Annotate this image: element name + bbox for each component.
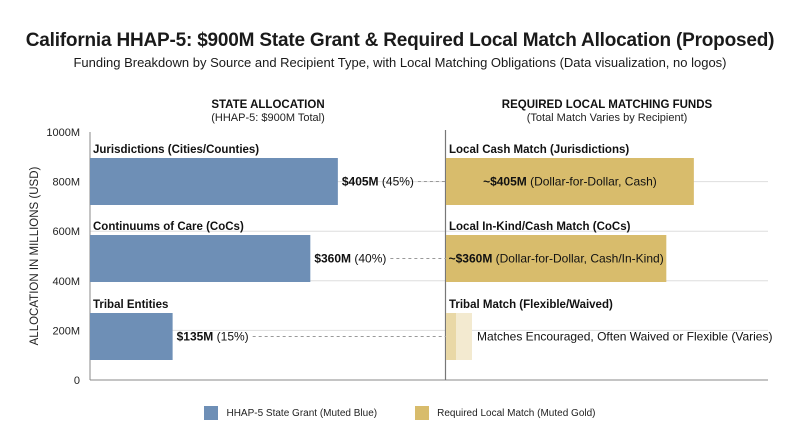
left-panel-subtitle: (HHAP-5: $900M Total) <box>211 112 325 124</box>
state-bar <box>90 235 311 282</box>
match-bar <box>446 235 667 282</box>
match-bar <box>446 158 694 205</box>
state-bar <box>90 313 173 360</box>
legend-label-match: Required Local Match (Muted Gold) <box>437 407 596 419</box>
legend-item-match: Required Local Match (Muted Gold) <box>415 406 596 420</box>
row-label: Tribal Entities <box>93 299 168 311</box>
legend-label-state: HHAP-5 State Grant (Muted Blue) <box>226 407 378 419</box>
state-value-label: $405M (45%) <box>342 175 414 189</box>
match-value-label: ~$405M (Dollar-for-Dollar, Cash) <box>483 175 657 189</box>
chart-title: California HHAP-5: $900M State Grant & R… <box>25 30 775 51</box>
match-bar-flexible-fade <box>456 313 472 360</box>
row-label: Jurisdictions (Cities/Counties) <box>93 144 259 156</box>
chart-subtitle: Funding Breakdown by Source and Recipien… <box>73 55 727 70</box>
match-row-label: Tribal Match (Flexible/Waived) <box>449 299 613 311</box>
right-panel-title: REQUIRED LOCAL MATCHING FUNDS <box>502 99 713 111</box>
y-tick-label: 200M <box>52 325 80 337</box>
state-value-label: $135M (15%) <box>177 330 249 344</box>
y-tick-label: 800M <box>52 177 80 189</box>
y-axis-label: ALLOCATION IN MILLIONS (USD) <box>29 166 41 345</box>
match-row-label: Local In-Kind/Cash Match (CoCs) <box>449 221 631 233</box>
left-panel-title: STATE ALLOCATION <box>211 99 324 111</box>
right-panel-subtitle: (Total Match Varies by Recipient) <box>527 112 688 124</box>
y-tick-label: 600M <box>52 226 80 238</box>
match-note-label: Matches Encouraged, Often Waived or Flex… <box>477 330 772 344</box>
state-value-label: $360M (40%) <box>314 252 386 266</box>
row-label: Continuums of Care (CoCs) <box>93 221 244 233</box>
legend-item-state: HHAP-5 State Grant (Muted Blue) <box>204 406 377 420</box>
match-bar-flexible <box>446 313 456 360</box>
state-bar <box>90 158 338 205</box>
match-value-label: ~$360M (Dollar-for-Dollar, Cash/In-Kind) <box>449 252 664 266</box>
y-tick-label: 400M <box>52 276 80 288</box>
y-tick-label: 1000M <box>46 127 80 139</box>
legend: HHAP-5 State Grant (Muted Blue) Required… <box>0 406 800 420</box>
y-tick-label: 0 <box>74 375 80 387</box>
match-row-label: Local Cash Match (Jurisdictions) <box>449 144 629 156</box>
legend-swatch-state <box>204 406 219 420</box>
legend-swatch-match <box>415 406 430 420</box>
